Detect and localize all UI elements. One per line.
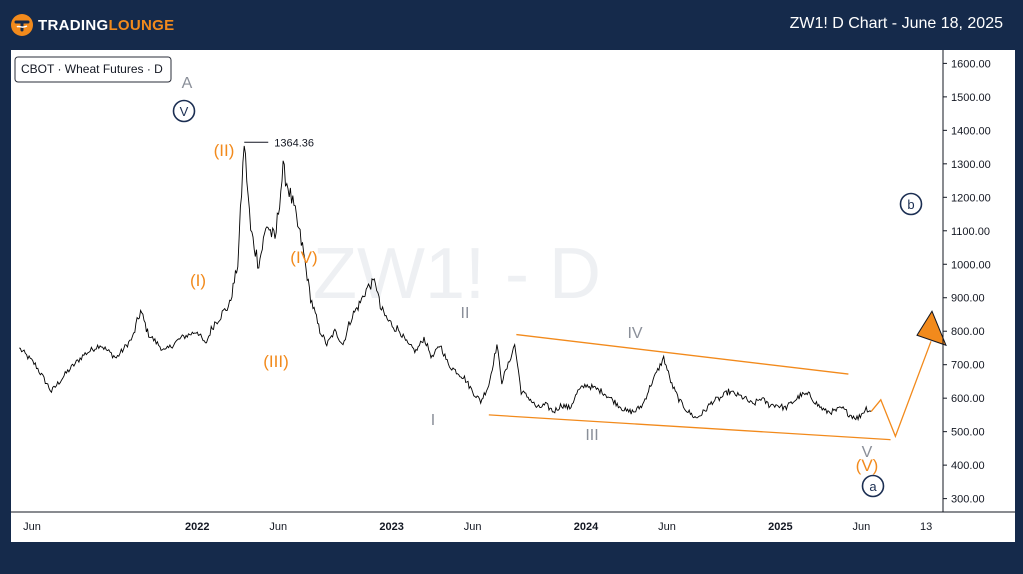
legend-box-border [14,56,172,83]
legend-label: CBOT · Wheat Futures · D [21,62,163,76]
wave-label-I-orange: (I) [190,271,206,290]
x-tick-label: Jun [852,521,870,533]
y-tick-label: 1200.00 [951,192,991,204]
y-tick-label: 1400.00 [951,125,991,137]
x-tick-label: Jun [23,521,41,533]
legend-box[interactable]: CBOT · Wheat Futures · D [14,56,172,83]
legend-symbol: Wheat Futures [65,62,144,76]
y-tick-label: 800.00 [951,326,985,338]
projection-line [870,341,932,439]
x-tick-label: 2025 [768,521,792,533]
brand-name: TRADINGLOUNGE [38,17,174,34]
brand-name-part1: TRADING [38,16,109,34]
y-axis: 300.00 400.00 500.00 600.00 700.00 800.00 900.… [943,58,991,506]
wave-channel [488,333,891,441]
x-tick-label: Jun [269,521,287,533]
y-tick-label: 400.00 [951,460,985,472]
wave-label-A: A [182,75,193,92]
peak-marker: 1364.36 [244,137,314,149]
y-tick-label: 300.00 [951,494,985,506]
wave-label-circle-V-circle [172,99,196,123]
x-tick-label: 2024 [574,521,599,533]
legend-exchange: CBOT [21,62,55,76]
brand-logo[interactable]: TRADINGLOUNGE [10,13,174,37]
wave-label-V-orange: (V) [856,456,879,475]
x-tick-label: 13 [920,521,932,533]
wave-label-IV-gray: IV [627,325,642,342]
chart-watermark: ZW1! - D [313,234,601,314]
brand-name-part2: LOUNGE [108,16,175,34]
wave-label-circle-a: a [869,479,877,494]
legend-timeframe: D [154,62,163,76]
wave-label-III-gray: III [585,427,598,444]
wave-label-circle-V: V [180,104,189,119]
wave-label-circle-b: b [907,197,914,212]
header-bar: TRADINGLOUNGE ZW1! D Chart - June 18, 20… [0,0,1023,50]
chart-panel: ZW1! - D 1364.36 A V (II) (I) (IV) (III) II I II… [11,50,1015,542]
y-tick-label: 1100.00 [951,226,990,238]
wave-label-III-orange: (III) [263,352,289,371]
channel-lower-line [488,414,891,441]
wave-label-II-gray: II [461,305,470,322]
wave-label-II-orange: (II) [214,141,235,160]
x-tick-label: Jun [464,521,482,533]
y-tick-label: 600.00 [951,393,985,405]
channel-upper-line [516,333,849,375]
price-chart: ZW1! - D 1364.36 AV(II)(I)(IV)(III)IIIII… [11,50,1015,533]
legend-separator-2: · [144,62,155,76]
y-tick-label: 1600.00 [951,58,991,70]
y-tick-label: 900.00 [951,293,985,305]
y-tick-label: 500.00 [951,427,985,439]
wave-label-circle-b-circle [899,192,923,216]
wave-label-V-gray: V [862,444,873,461]
brand-logo-icon [11,14,33,36]
projection-arrow-icon [916,310,947,347]
wave-label-circle-a-circle [861,474,885,498]
y-tick-label: 1000.00 [951,259,991,271]
peak-price-label: 1364.36 [274,137,314,149]
x-tick-label: 2022 [185,521,209,533]
y-tick-label: 1300.00 [951,159,991,171]
price-series-line [18,145,872,422]
y-tick-label: 1500.00 [951,92,991,104]
x-axis: Jun 2022 Jun 2023 Jun 2024 Jun 2025 Jun 13 [23,521,932,533]
projection-path [870,310,947,439]
x-tick-label: 2023 [379,521,403,533]
x-tick-label: Jun [658,521,676,533]
legend-separator-1: · [54,62,65,76]
wave-label-IV-orange: (IV) [290,248,317,267]
y-tick-label: 700.00 [951,360,985,372]
wave-label-I-gray: I [431,412,435,429]
chart-title: ZW1! D Chart - June 18, 2025 [789,15,1003,32]
